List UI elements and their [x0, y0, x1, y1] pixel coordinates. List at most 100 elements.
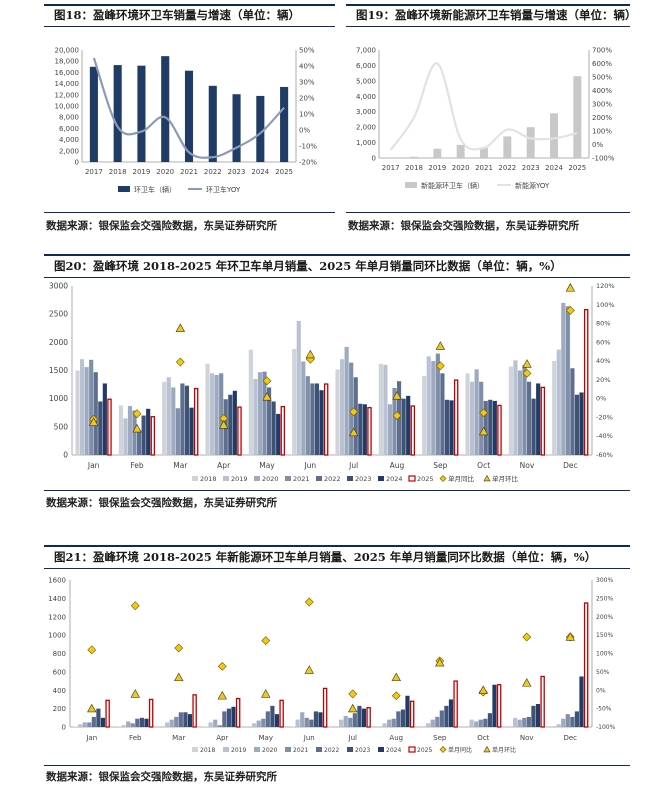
- fig20-bar-Dec-2020: [561, 302, 566, 455]
- fig18-ytick-right: -20%: [299, 159, 317, 167]
- fig21-xtick-Feb: Feb: [129, 734, 142, 742]
- fig18-bar-2020: [161, 56, 170, 162]
- fig19-xtick-2025: 2025: [568, 164, 586, 172]
- fig19-bar-2024: [550, 113, 558, 158]
- fig19-ytick-left: 5,000: [356, 77, 376, 85]
- fig21-bar-Oct-2020: [474, 721, 479, 727]
- fig21-xtick-Apr: Apr: [216, 734, 228, 742]
- fig20-bar-Jul-2023: [358, 403, 363, 455]
- fig21-bar-Apr-2024: [231, 706, 236, 727]
- fig20-bar-Dec-2024: [579, 392, 584, 455]
- fig21-yoy-marker-Jul: [348, 689, 358, 699]
- fig20-bar-Jan-2021: [89, 359, 94, 455]
- fig20-bar-May-2018: [248, 349, 253, 455]
- fig21-bar-Mar-2024: [187, 714, 193, 727]
- fig21-bar-Jul-2022: [352, 713, 357, 727]
- fig18-xtick-2024: 2024: [251, 168, 269, 176]
- fig21-mom-marker-Sep: [435, 657, 445, 667]
- fig21-legend-yoy-swatch: [439, 746, 447, 753]
- fig19-bar-2019: [433, 148, 442, 158]
- fig18-ytick-left: 8,000: [59, 114, 79, 122]
- fig20-legend-mom-swatch: [483, 474, 491, 482]
- fig18-title-rule: [44, 26, 335, 27]
- fig20-bar-Jun-2022: [310, 383, 315, 455]
- fig20-bar-Nov-2023: [531, 398, 536, 455]
- fig20-legend-swatch-2021: [285, 476, 291, 481]
- fig21-bar-Jun-2021: [304, 717, 309, 727]
- fig21-bar-May-2022: [265, 711, 270, 727]
- fig20-bar-Sep-2020: [431, 360, 436, 455]
- fig21-bar-Nov-2024: [535, 704, 541, 727]
- fig21-bar-Dec-2023: [574, 711, 579, 727]
- fig21-bar-Jul-2021: [348, 717, 353, 727]
- fig21-xtick-Aug: Aug: [389, 734, 403, 742]
- fig20-bar-Aug-2022: [397, 381, 402, 455]
- fig18-xtick-2025: 2025: [275, 168, 293, 176]
- fig20-bar-Apr-2024: [232, 390, 237, 455]
- fig20-mom-marker-Oct: [478, 426, 489, 436]
- fig18-ytick-left: 4,000: [59, 136, 79, 144]
- fig21-bar-Mar-2022: [178, 712, 183, 727]
- fig21-bar-Apr-2022: [222, 711, 227, 727]
- fig21-bar-Mar-2023: [183, 712, 188, 727]
- fig18-ytick-right: 50%: [299, 47, 315, 55]
- fig21-bar-Nov-2025: [540, 675, 545, 728]
- fig20-mom-marker-Apr: [218, 420, 229, 429]
- fig21-legend-label-2023: 2023: [355, 747, 370, 754]
- fig21-bar-Oct-2019: [469, 719, 474, 727]
- fig21-mom-marker-Oct: [478, 685, 488, 694]
- fig21-legend-swatch-2022: [316, 747, 322, 752]
- fig20-bar-Jun-2023: [314, 383, 320, 455]
- fig20-legend-mom-label: 单月环比: [492, 474, 519, 483]
- fig21-bar-Feb-2025: [148, 698, 154, 728]
- fig21-bar-Dec-2022: [570, 716, 575, 727]
- fig19-bar-2025: [573, 76, 582, 158]
- fig21-bar-Jul-2025: [366, 707, 371, 728]
- fig21-bar-Apr-2025: [235, 697, 241, 728]
- fig19-ytick-left: 0: [372, 155, 376, 163]
- fig21-bar-Jun-2025: [322, 687, 328, 728]
- fig21-bar-Sep-2021: [435, 716, 440, 727]
- fig20-ytick-left: 500: [54, 422, 69, 431]
- fig21-bar-Feb-2020: [126, 721, 131, 727]
- fig21-legend-label-2021: 2021: [293, 747, 308, 754]
- fig20-bar-Mar-2023: [184, 385, 190, 455]
- fig21-bar-Aug-2021: [391, 718, 396, 727]
- fig20-ytick-right: 80%: [596, 320, 610, 328]
- fig21-title: 图21：盈峰环境 2018-2025 年新能源环卫车单月销量、2025 年单月销…: [54, 550, 597, 564]
- fig21-yoy-marker-Aug: [391, 691, 401, 701]
- fig20-bar-Apr-2018: [205, 363, 210, 455]
- fig19-xtick-2019: 2019: [428, 164, 446, 172]
- fig18-ytick-right: 40%: [299, 63, 315, 71]
- fig21-ytick-right: 300%: [596, 577, 613, 584]
- fig20-bar-Oct-2019: [470, 381, 475, 455]
- fig21-bar-Dec-2025: [583, 602, 589, 728]
- fig20-mom-marker-Feb: [132, 423, 142, 433]
- fig20-yoy-marker-Nov: [522, 368, 532, 378]
- fig21-source-rule: [44, 765, 630, 766]
- fig20-yoy-marker-Feb: [132, 409, 142, 419]
- fig21-ytick-right: 0%: [596, 687, 606, 694]
- fig20-bar-Apr-2025: [237, 406, 242, 456]
- fig20-bar-Apr-2021: [219, 373, 224, 455]
- fig21-bar-Jan-2019: [78, 724, 83, 727]
- fig20-ytick-right: 40%: [596, 357, 610, 365]
- fig21-bar-Jan-2024: [100, 717, 106, 727]
- fig20-bar-Jan-2025: [107, 398, 112, 456]
- fig18-ytick-right: 30%: [299, 79, 315, 87]
- fig20-bar-Jun-2024: [319, 390, 324, 455]
- fig21-title-rule: [44, 568, 630, 569]
- fig19-chart: 0 1,000 2,000 3,000 4,000 5,000 6,000 7,000 -100…: [356, 47, 615, 191]
- fig21-yoy-marker-Jun: [304, 597, 314, 607]
- fig18-ytick-right: 10%: [299, 111, 315, 119]
- fig20-xtick-Jun: Jun: [303, 461, 316, 470]
- fig20-mom-marker-Dec: [565, 283, 576, 292]
- fig20-bar-Sep-2022: [440, 373, 445, 455]
- fig21-yoy-marker-Jan: [87, 645, 97, 655]
- fig18-ytick-left: 14,000: [55, 80, 80, 88]
- fig21-source: 数据来源：银保监会交强险数据，东吴证券研究所: [46, 771, 277, 783]
- fig20-bar-Aug-2024: [406, 395, 411, 455]
- fig21-bar-Jun-2022: [309, 719, 314, 727]
- fig20-bar-Feb-2019: [123, 418, 128, 455]
- fig20-source-rule: [44, 490, 630, 491]
